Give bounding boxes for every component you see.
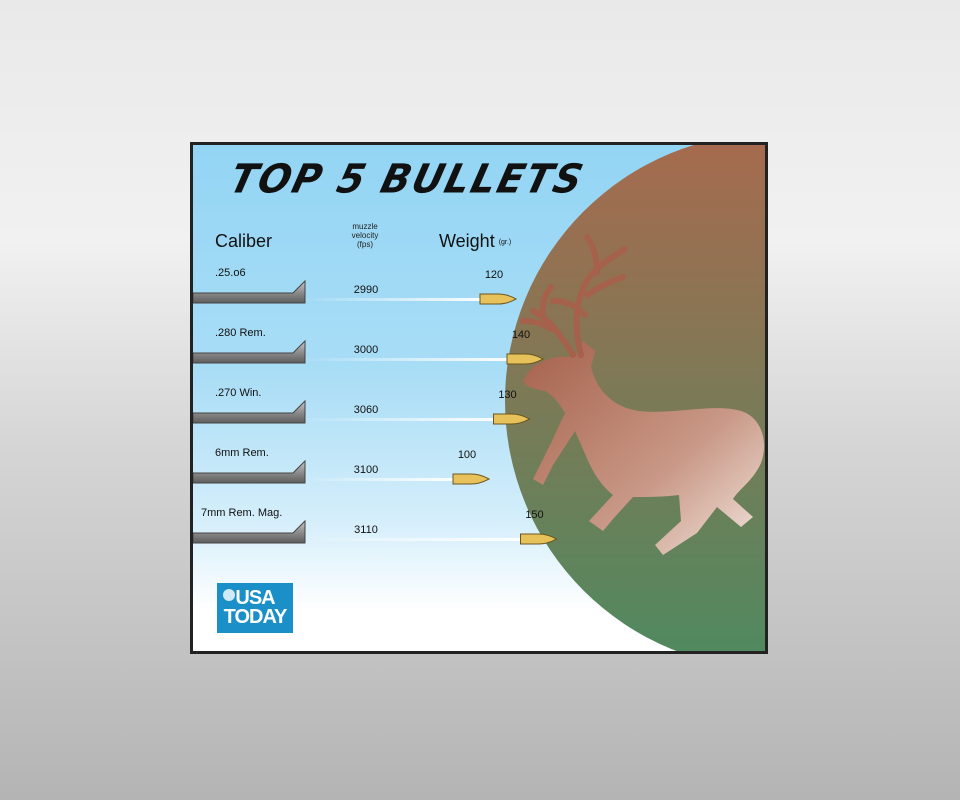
caliber-header: Caliber <box>215 231 273 251</box>
rifle-barrel <box>193 519 306 544</box>
weight-value: 100 <box>457 449 477 461</box>
usa-today-logo: USA TODAY <box>217 583 293 633</box>
velocity-header-line: muzzle <box>352 222 378 231</box>
rifle-barrel <box>193 459 306 484</box>
velocity-header-line: (fps) <box>357 240 373 249</box>
chart-title: TOP 5 BULLETS <box>225 155 590 203</box>
weight-header-label: Weight <box>439 231 495 251</box>
velocity-value: 3110 <box>354 524 378 536</box>
weight-value: 140 <box>511 329 531 341</box>
weight-value: 120 <box>484 269 504 281</box>
bullet <box>479 293 518 305</box>
caliber-label: .25.o6 <box>215 267 246 279</box>
velocity-header-line: velocity <box>351 231 379 240</box>
caliber-label: .270 Win. <box>215 387 262 399</box>
weight-header: Weight (gr.) <box>439 231 511 252</box>
velocity-value: 2990 <box>353 284 379 296</box>
bullet <box>452 473 491 485</box>
infographic-art <box>193 145 765 651</box>
rifle-barrel <box>193 279 306 304</box>
bullet-trail <box>303 418 494 421</box>
background-disc <box>505 145 765 651</box>
velocity-header: muzzle velocity (fps) <box>335 222 395 249</box>
rifle-barrel <box>193 399 306 424</box>
bullet <box>506 353 545 365</box>
bullet-trail <box>303 358 507 361</box>
ammo-rows <box>193 279 558 545</box>
bullet <box>520 533 558 545</box>
velocity-value: 3100 <box>353 464 379 476</box>
velocity-value: 3000 <box>353 344 379 356</box>
infographic-card: TOP 5 BULLETS Caliber muzzle velocity (f… <box>190 142 768 654</box>
globe-icon <box>223 589 235 601</box>
weight-unit-label: (gr.) <box>498 238 512 246</box>
caliber-label: .280 Rem. <box>215 327 266 339</box>
velocity-value: 3060 <box>353 404 379 416</box>
bullet-trail <box>303 538 521 541</box>
bullet-trail <box>303 298 480 301</box>
deer-silhouette <box>523 341 765 555</box>
bullet <box>493 413 531 425</box>
bullet-trail <box>303 478 453 481</box>
caliber-label: 7mm Rem. Mag. <box>201 507 283 519</box>
rifle-barrel <box>193 339 306 364</box>
logo-line2: TODAY <box>223 606 288 628</box>
logo-line1: USA <box>235 587 275 609</box>
caliber-label: 6mm Rem. <box>215 447 269 459</box>
deer-antlers <box>520 234 628 358</box>
weight-value: 150 <box>525 509 544 521</box>
weight-value: 130 <box>498 389 517 401</box>
